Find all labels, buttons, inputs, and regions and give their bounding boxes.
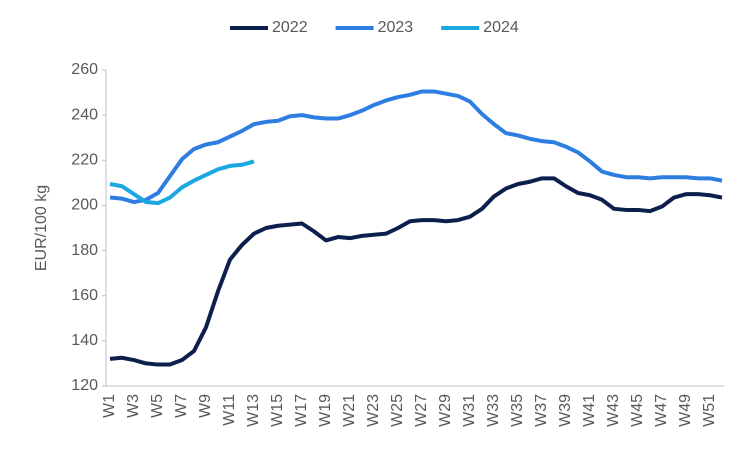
x-tick-label: W37 xyxy=(533,394,550,427)
x-tick-label: W3 xyxy=(125,394,142,418)
x-tick-label: W19 xyxy=(317,394,334,427)
x-tick-label: W29 xyxy=(437,394,454,427)
y-tick-label: 120 xyxy=(71,377,98,394)
x-tick-label: W15 xyxy=(269,394,286,427)
x-tick-label: W33 xyxy=(485,394,502,427)
x-tick-label: W9 xyxy=(197,394,214,418)
x-tick-label: W27 xyxy=(413,394,430,427)
x-tick-label: W7 xyxy=(173,394,190,418)
y-axis-label: EUR/100 kg xyxy=(33,185,50,271)
series-line xyxy=(109,89,723,205)
x-tick-label: W43 xyxy=(605,394,622,427)
series-line xyxy=(109,176,723,367)
y-tick-label: 180 xyxy=(71,242,98,259)
x-tick-label: W31 xyxy=(461,394,478,427)
x-tick-label: W1 xyxy=(101,394,118,418)
legend-label: 2024 xyxy=(483,19,519,36)
x-tick-label: W41 xyxy=(581,394,598,427)
x-tick-label: W23 xyxy=(365,394,382,427)
x-tick-label: W39 xyxy=(557,394,574,427)
y-tick-label: 160 xyxy=(71,287,98,304)
x-tick-label: W5 xyxy=(149,394,166,418)
x-tick-label: W49 xyxy=(677,394,694,427)
x-tick-label: W25 xyxy=(389,394,406,427)
y-tick-label: 220 xyxy=(71,152,98,169)
x-tick-label: W45 xyxy=(629,394,646,427)
y-tick-label: 240 xyxy=(71,106,98,123)
x-tick-label: W35 xyxy=(509,394,526,427)
x-tick-label: W13 xyxy=(245,394,262,427)
x-tick-label: W21 xyxy=(341,394,358,427)
x-tick-label: W17 xyxy=(293,394,310,427)
series-line xyxy=(109,159,255,206)
y-tick-label: 140 xyxy=(71,332,98,349)
y-tick-label: 260 xyxy=(71,61,98,78)
legend-label: 2022 xyxy=(272,19,308,36)
x-tick-label: W11 xyxy=(221,394,238,426)
x-tick-label: W47 xyxy=(653,394,670,427)
legend-label: 2023 xyxy=(378,19,414,36)
y-tick-label: 200 xyxy=(71,197,98,214)
x-tick-label: W51 xyxy=(701,394,718,427)
